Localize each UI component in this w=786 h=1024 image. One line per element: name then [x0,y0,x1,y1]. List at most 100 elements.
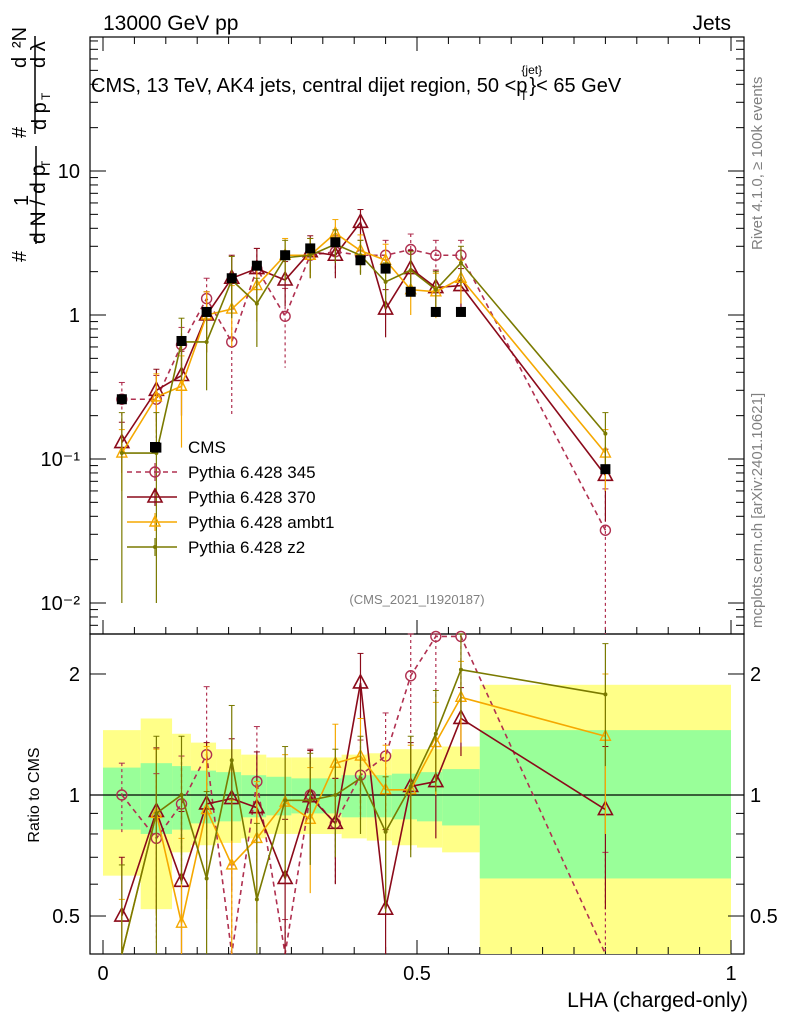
svg-text:d λ: d λ [28,41,50,68]
ratio-point-1 [352,673,369,689]
ratio-point-2 [175,915,188,928]
cms-data-point [380,263,391,274]
mcplots-label: mcplots.cern.ch [arXiv:2401.10621] [749,393,766,628]
series-point-3 [603,431,608,436]
main-panel-series [113,209,614,634]
svg-text:1: 1 [11,195,33,206]
series-point-3 [119,451,124,456]
series-point-0 [430,249,442,261]
series-point-2 [150,389,163,402]
y-tick-label-ratio: 0.5 [52,906,80,928]
legend-marker-cms [150,442,160,452]
plot-title-tail: }< 65 GeV [529,75,621,97]
legend: CMS Pythia 6.428 345 Pythia 6.428 370 Pythi… [127,438,334,557]
legend-marker-2 [148,514,162,527]
cms-data-point [176,335,187,346]
plot-title-sup: {jet} [521,63,542,77]
svg-text:#: # [9,126,31,138]
band-inner-9 [341,775,367,818]
y-tick-label-main: 1 [69,305,80,327]
analysis-id: (CMS_2021_I1920187) [349,592,484,607]
series-point-1 [377,299,394,315]
series-point-3 [383,279,388,284]
y-tick-label-ratio: 1 [69,785,80,807]
cms-data-point [280,250,291,261]
ratio-point-3 [154,811,159,816]
series-point-3 [408,268,413,273]
energy-label: 13000 GeV pp [103,12,238,35]
cms-uncertainty-bands [103,684,731,954]
series-point-2 [175,378,188,391]
legend-marker-3 [153,545,157,549]
band-inner-7 [291,778,317,814]
series-point-3 [433,287,438,292]
ratio-panel-series [113,630,614,955]
series-point-3 [254,301,259,306]
ratio-point-3 [408,784,413,789]
svg-text:#: # [9,250,31,262]
svg-text:T: T [39,92,53,100]
y-tick-label-main: 10 [58,161,80,183]
x-tick-label: 0 [97,963,108,985]
cms-data-point [251,260,262,271]
x-tick-label: 0.5 [403,963,431,985]
series-point-1 [352,212,369,229]
ratio-point-3 [603,692,608,697]
legend-label-3: Pythia 6.428 z2 [188,538,305,557]
legend-marker-1 [146,487,164,503]
y-tick-label-main: 10⁻¹ [41,449,81,471]
ratio-point-3 [383,829,388,834]
svg-text:d N / d p: d N / d p [27,165,50,244]
band-inner-13 [442,769,480,826]
series-point-0 [279,310,291,322]
cms-data-point [355,255,366,266]
plot-title-sub: T [520,89,528,103]
ratio-point-2 [225,857,238,870]
rivet-label: Rivet 4.1.0, ≥ 100k events [749,77,766,250]
category-label: Jets [692,12,731,35]
ratio-y-axis-label: Ratio to CMS [26,747,43,842]
ratio-point-1 [276,868,294,885]
series-point-1 [276,270,294,286]
svg-text:T: T [39,160,53,168]
cms-data-point [405,286,416,297]
series-point-3 [458,260,463,265]
plot-title-main: CMS, 13 TeV, AK4 jets, central dijet reg… [91,75,527,97]
svg-text:d: d [9,57,31,68]
cms-data-point [330,237,341,248]
cms-data-point [116,394,127,405]
legend-label-0: Pythia 6.428 345 [188,463,316,482]
ratio-point-3 [283,798,288,803]
x-tick-label: 1 [725,963,736,985]
y-tick-label-ratio-right: 0.5 [750,906,778,928]
cms-data-point [455,306,466,317]
cms-data-point [600,464,611,475]
series-point-3 [204,339,209,344]
main-y-axis-label: # d N / d p T 1 # d p T d ²N d λ [9,27,53,262]
cms-data-point [201,306,212,317]
y-tick-label-main: 10⁻² [41,593,81,615]
ratio-point-1 [377,899,394,915]
ratio-point-3 [179,793,184,797]
ratio-point-3 [333,793,338,797]
y-tick-label-ratio-right: 2 [750,664,761,686]
series-point-0 [599,524,612,536]
ratio-point-3 [308,798,313,803]
ratio-point-3 [358,776,363,781]
ratio-point-3 [229,758,234,763]
x-axis-label: LHA (charged-only) [567,989,748,1012]
legend-marker-0 [149,466,161,478]
y-tick-label-ratio-right: 1 [750,785,761,807]
cms-data-point [226,273,237,284]
ratio-point-0 [405,670,417,682]
ratio-point-0 [430,630,442,643]
legend-label-2: Pythia 6.428 ambt1 [188,513,334,532]
y-tick-label-ratio: 2 [69,664,80,686]
svg-text:²N: ²N [9,27,31,48]
band-inner-12 [417,772,443,822]
legend-label-1: Pythia 6.428 370 [188,488,316,507]
cms-data-point [305,243,316,254]
series-point-3 [308,253,313,258]
ratio-point-3 [458,667,463,672]
ratio-point-3 [204,876,209,881]
